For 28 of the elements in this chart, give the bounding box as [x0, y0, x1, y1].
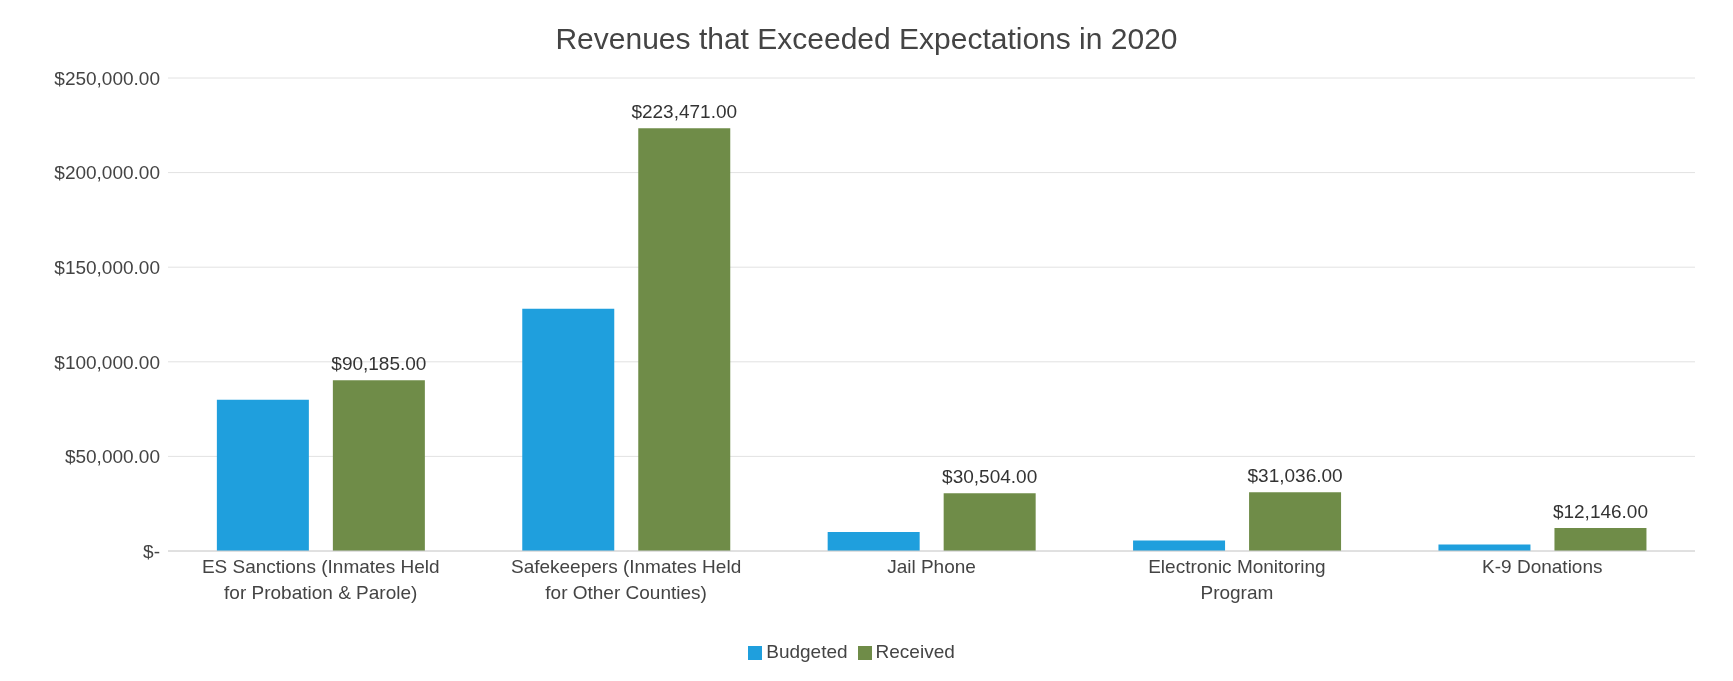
- x-tick-label: Electronic Monitoring Program: [1148, 556, 1326, 603]
- data-label: $31,036.00: [1247, 465, 1343, 487]
- data-label: $30,504.00: [942, 466, 1038, 488]
- y-tick-label: $200,000.00: [54, 162, 160, 184]
- y-tick-label: $-: [143, 540, 160, 562]
- bar: [216, 399, 309, 551]
- data-label: $223,471.00: [631, 101, 738, 123]
- bar: [1554, 528, 1647, 551]
- legend-label: Received: [875, 641, 955, 662]
- bar: [638, 128, 731, 551]
- x-tick-label: ES Sanctions (Inmates Held for Probation & Parole): [201, 556, 440, 603]
- bar: [1249, 492, 1342, 551]
- bar: [522, 308, 615, 551]
- bar: [943, 493, 1036, 551]
- x-tick-label: Jail Phone: [887, 556, 976, 577]
- data-label: $12,146.00: [1552, 501, 1649, 523]
- y-tick-label: $100,000.00: [54, 351, 160, 373]
- x-tick-label: K-9 Donations: [1482, 556, 1603, 577]
- chart-title: Revenues that Exceeded Expectations in 2020: [554, 21, 1179, 57]
- bar: [332, 380, 425, 551]
- data-label: $90,185.00: [331, 353, 427, 375]
- bar: [827, 532, 920, 551]
- y-tick-label: $250,000.00: [54, 67, 160, 89]
- x-tick-label: Safekeepers (Inmates Held for Other Counties): [510, 556, 742, 603]
- legend-label: Budgeted: [766, 641, 848, 662]
- y-tick-label: $50,000.00: [64, 446, 160, 468]
- y-tick-label: $150,000.00: [54, 256, 160, 278]
- bar: [1438, 544, 1531, 551]
